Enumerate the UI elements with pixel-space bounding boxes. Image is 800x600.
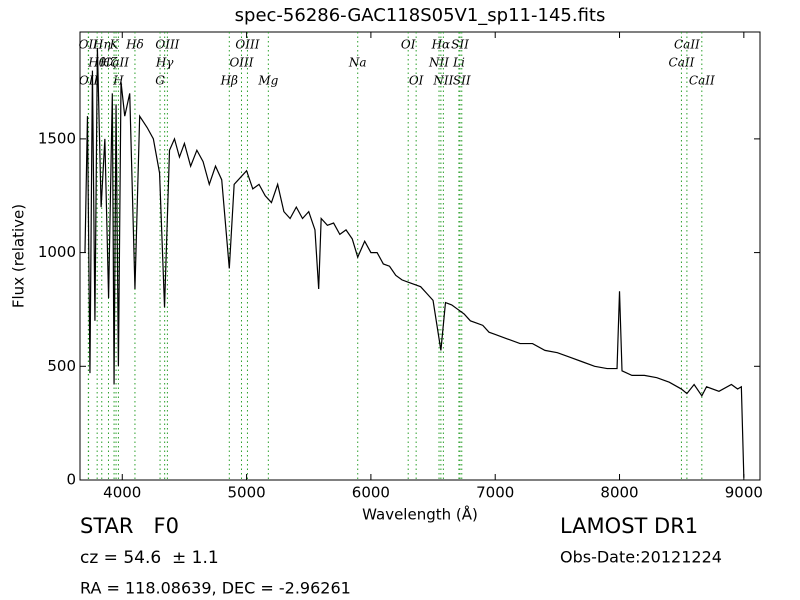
line-marker-label: CaII — [103, 56, 129, 70]
x-tick-label: 6000 — [352, 484, 390, 502]
line-marker-label: OII — [79, 74, 99, 88]
line-marker-label: OIII — [229, 56, 253, 70]
x-tick-label: 5000 — [227, 484, 265, 502]
line-marker-label: SII — [451, 38, 469, 52]
y-tick-label: 1000 — [38, 243, 76, 261]
date-label: Obs-Date:20121224 — [560, 548, 722, 567]
x-axis-label: Wavelength (Å) — [362, 505, 478, 524]
y-axis-label: Flux (relative) — [10, 204, 28, 308]
cz-label: cz = 54.6 ± 1.1 — [80, 548, 219, 568]
line-marker-label: K — [109, 38, 120, 52]
line-marker-label: Hβ — [220, 74, 238, 88]
class-label: STAR F0 — [80, 514, 179, 538]
line-marker-label: OI — [409, 74, 424, 88]
line-marker-label: NII — [432, 74, 453, 88]
y-tick-label: 500 — [47, 357, 76, 375]
survey-label: LAMOST DR1 — [560, 514, 698, 538]
line-marker-label: OII — [79, 38, 99, 52]
line-marker-label: Li — [452, 56, 465, 70]
line-marker-label: NII — [428, 56, 449, 70]
line-marker-label: Mg — [257, 74, 278, 88]
line-marker-label: Hα — [431, 38, 451, 52]
line-marker-label: Na — [348, 56, 367, 70]
line-marker-label: OI — [401, 38, 416, 52]
line-marker-label: G — [155, 74, 165, 88]
x-tick-label: 8000 — [600, 484, 638, 502]
y-tick-label: 0 — [66, 471, 76, 489]
coords-label: RA = 118.08639, DEC = -2.96261 — [80, 579, 351, 598]
spectrum-line — [84, 47, 745, 478]
line-marker-label: SII — [453, 74, 471, 88]
x-tick-label: 4000 — [103, 484, 141, 502]
x-tick-label: 9000 — [725, 484, 763, 502]
line-marker-label: CaII — [674, 38, 700, 52]
line-marker-label: Hδ — [125, 38, 144, 52]
x-tick-label: 7000 — [476, 484, 514, 502]
line-marker-label: Hη — [92, 38, 111, 52]
line-marker-label: H — [112, 74, 124, 88]
line-marker-label: CaII — [669, 56, 695, 70]
plot-frame — [79, 31, 761, 481]
chart-title: spec-56286-GAC118S05V1_sp11-145.fits — [235, 5, 606, 26]
line-marker-label: CaII — [689, 74, 715, 88]
line-marker-label: OIII — [235, 38, 259, 52]
y-tick-label: 1500 — [38, 129, 76, 147]
line-marker-label: Hγ — [155, 56, 174, 70]
line-marker-label: OIII — [155, 38, 179, 52]
